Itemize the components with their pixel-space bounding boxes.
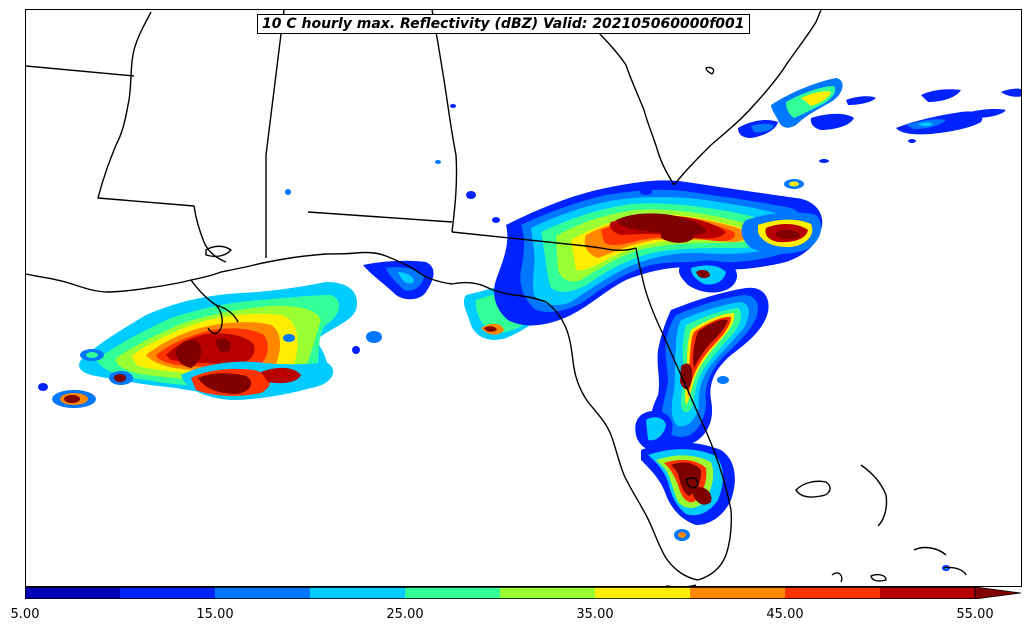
echo-cluster-west-gulf [38,282,382,408]
colorbar-extend-arrow [974,587,1022,599]
colorbar-tick-label: 35.00 [576,607,614,622]
al-fl-border [307,211,453,223]
bahamas-island-6 [943,566,967,576]
bahamas-island-2 [860,464,888,527]
ga-fl-border [451,231,637,251]
colorbar-bin [690,587,786,599]
colorbar-outline [25,587,976,599]
colorbar-tick-label: 5.00 [10,607,40,622]
mississippi-river-border [97,11,227,263]
bahamas-island-3 [913,546,947,556]
reflectivity-map [26,10,1021,586]
bahamas-island-4 [831,572,843,583]
colorbar-tick-label: 25.00 [386,607,424,622]
lake-okeechobee [685,477,699,489]
colorbar-bin [310,587,406,599]
atlantic-coast-north [673,10,822,186]
map-title: 10 C hourly max. Reflectivity (dBZ) Vali… [257,14,750,34]
florida-west-coast [451,281,699,581]
ar-la-border [26,65,135,77]
colorbar-tick-label: 45.00 [766,607,804,622]
geographic-outlines [26,10,967,586]
colorbar-bin [25,587,121,599]
radar-echoes [38,78,1021,571]
colorbar-bin [405,587,501,599]
louisiana-delta [190,279,239,334]
echo-cluster-north-florida [466,179,823,326]
colorbar-tick-label: 15.00 [196,607,234,622]
colorbar-bin [120,587,216,599]
echo-cluster-atlantic [285,78,1021,195]
colorbar-bin [785,587,881,599]
bahamas-island-5 [870,573,887,582]
colorbar-bin [500,587,596,599]
map-frame [25,9,1022,587]
colorbar-bin [595,587,691,599]
ga-sc-border [585,19,675,186]
al-ga-border [431,10,458,233]
bahamas-island-1 [795,480,831,498]
gulf-coast [26,251,453,293]
colorbar-tick-label: 55.00 [956,607,994,622]
echo-cluster-east-florida [635,260,950,571]
colorbar [25,587,1022,599]
colorbar-bin [880,587,976,599]
florida-keys [666,584,697,586]
sea-island [705,66,715,75]
florida-east-coast [635,247,733,581]
ms-al-border [265,10,285,258]
colorbar-bin [215,587,311,599]
lake-pontchartrain [205,245,232,258]
